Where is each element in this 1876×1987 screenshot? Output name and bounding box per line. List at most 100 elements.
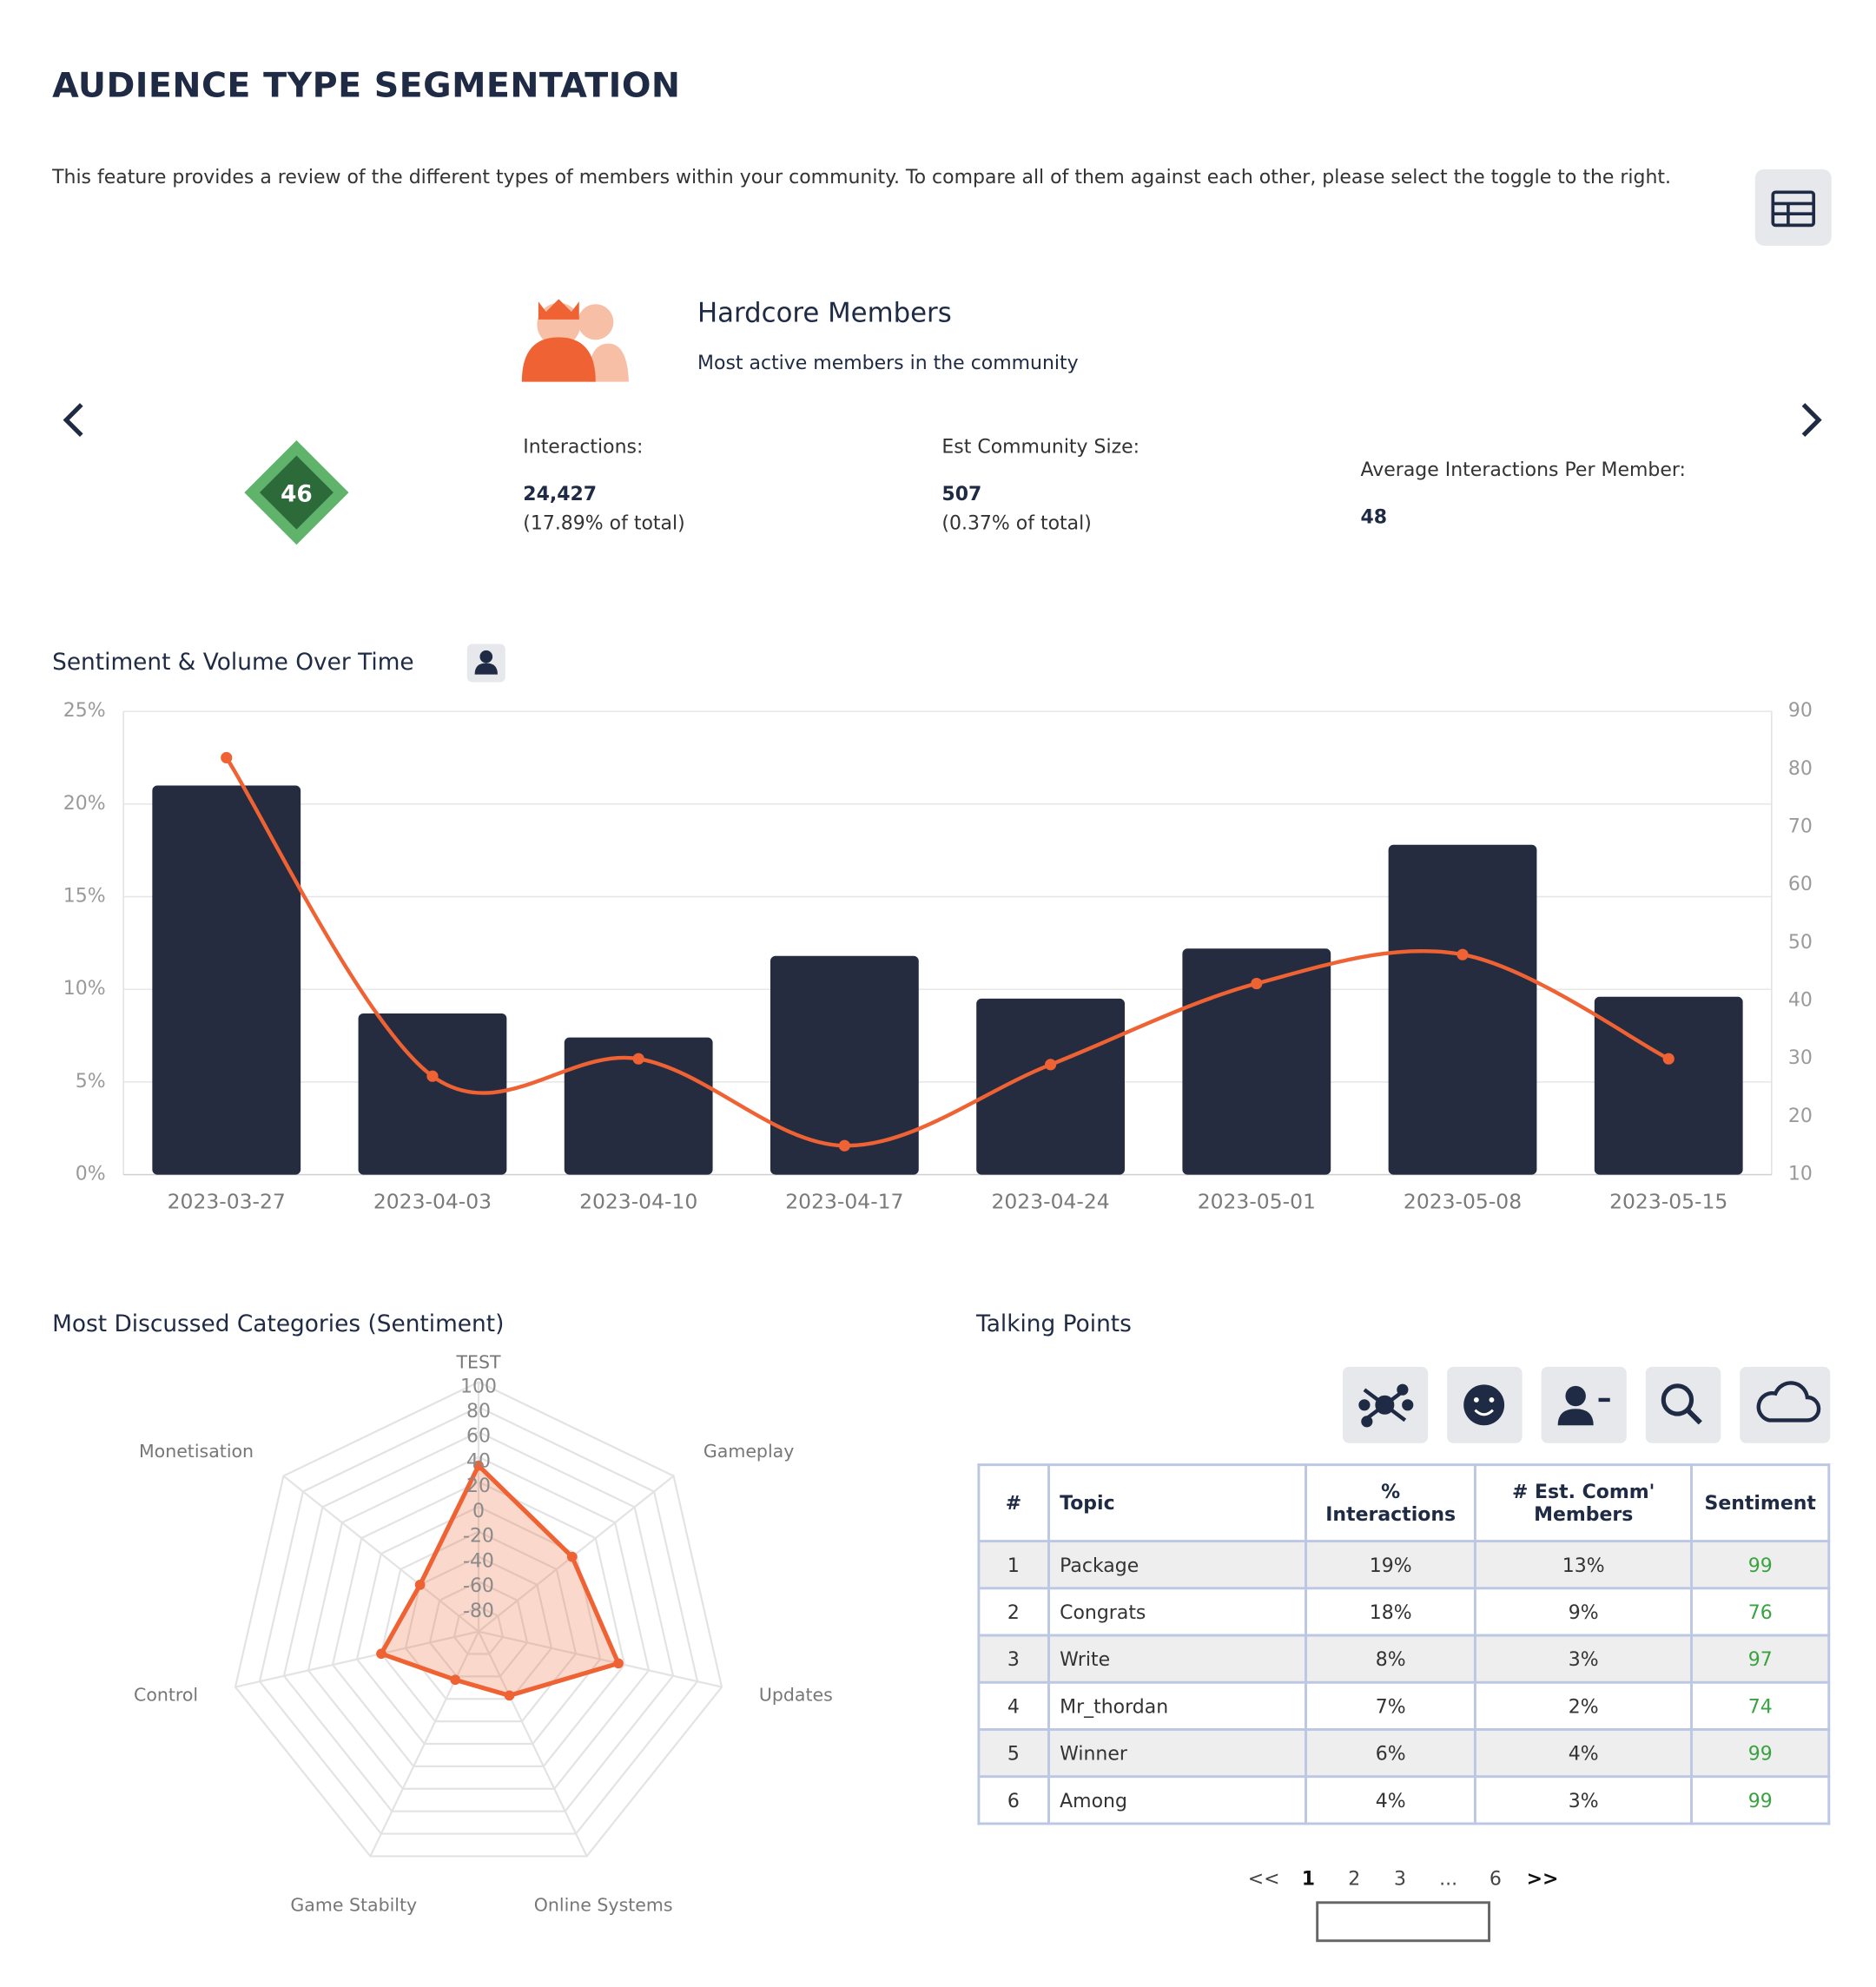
spoke bbox=[234, 1630, 479, 1688]
r-tick-label: -20 bbox=[463, 1526, 494, 1548]
table-row: 4 Mr_thordan 7% 2% 74 bbox=[977, 1680, 1831, 1731]
next-arrow[interactable] bbox=[1801, 403, 1822, 437]
sentiment-cell: 97 bbox=[1690, 1634, 1831, 1684]
column-header: Sentiment bbox=[1690, 1463, 1831, 1543]
table-toggle[interactable] bbox=[1754, 168, 1832, 246]
score-diamond-inner bbox=[259, 455, 334, 530]
cell: 4% bbox=[1305, 1775, 1477, 1825]
line-point bbox=[838, 1139, 850, 1152]
line-point bbox=[1457, 948, 1469, 960]
y2-tick-label: 30 bbox=[1788, 1047, 1813, 1069]
line-point bbox=[1662, 1053, 1675, 1065]
sentiment-cell: 74 bbox=[1690, 1680, 1831, 1731]
x-tick-label: 2023-04-03 bbox=[373, 1189, 492, 1213]
axis-label: Control bbox=[134, 1684, 198, 1705]
bar bbox=[1182, 948, 1331, 1175]
table-row: 1 Package 19% 13% 99 bbox=[977, 1540, 1831, 1590]
page-link[interactable]: 6 bbox=[1489, 1866, 1502, 1891]
y-tick-label: 5% bbox=[76, 1071, 106, 1093]
table-header: # Topic% Interactions # Est. Comm' Members… bbox=[977, 1463, 1831, 1543]
x-tick-label: 2023-05-15 bbox=[1609, 1189, 1727, 1213]
member-button[interactable] bbox=[1541, 1366, 1627, 1443]
grid-ring bbox=[452, 1605, 505, 1655]
line-point bbox=[632, 1053, 644, 1065]
stat-value: 24,427 bbox=[523, 482, 598, 505]
r-tick-label: -40 bbox=[463, 1550, 494, 1572]
table-icon bbox=[1771, 190, 1816, 228]
cell: 18% bbox=[1305, 1587, 1477, 1637]
x-tick-label: 2023-03-27 bbox=[168, 1189, 286, 1213]
y2-tick-label: 20 bbox=[1788, 1106, 1813, 1127]
page-link[interactable]: ... bbox=[1439, 1866, 1458, 1891]
bar bbox=[1594, 996, 1743, 1175]
stat-label: Average Interactions Per Member: bbox=[1360, 458, 1686, 481]
cell: 3 bbox=[977, 1634, 1050, 1684]
cell: 13% bbox=[1474, 1540, 1694, 1590]
sentiment-cell: 99 bbox=[1690, 1728, 1831, 1779]
person-icon bbox=[474, 650, 498, 675]
cell: 4 bbox=[977, 1680, 1050, 1731]
x-tick-label: 2023-04-10 bbox=[579, 1189, 697, 1213]
table-title: Talking Points bbox=[975, 1310, 1132, 1338]
radar-point bbox=[450, 1674, 461, 1686]
sentiment-cell: 76 bbox=[1690, 1587, 1831, 1637]
grid-ring bbox=[234, 1381, 723, 1858]
sentiment-cell: 99 bbox=[1690, 1540, 1831, 1590]
grid-ring bbox=[428, 1580, 529, 1678]
cloud-button[interactable] bbox=[1740, 1366, 1831, 1443]
spoke bbox=[282, 1475, 479, 1633]
cell: Among bbox=[1047, 1775, 1307, 1825]
page-title: AUDIENCE TYPE SEGMENTATION bbox=[52, 66, 681, 106]
search-button[interactable] bbox=[1645, 1366, 1721, 1443]
cell: 9% bbox=[1474, 1587, 1694, 1637]
stat-value: 507 bbox=[941, 482, 982, 505]
x-tick-label: 2023-05-01 bbox=[1198, 1189, 1316, 1213]
column-header: % Interactions bbox=[1305, 1463, 1477, 1543]
y2-tick-label: 50 bbox=[1788, 932, 1813, 954]
radar-point bbox=[473, 1460, 484, 1471]
cell: 4% bbox=[1474, 1728, 1694, 1779]
chart-title: Sentiment & Volume Over Time bbox=[52, 649, 414, 677]
axis-label: Online Systems bbox=[534, 1895, 673, 1916]
spoke bbox=[369, 1631, 479, 1857]
radar-point bbox=[376, 1648, 386, 1660]
sentiment-cell: 99 bbox=[1690, 1775, 1831, 1825]
cell: Mr_thordan bbox=[1047, 1680, 1307, 1731]
axis-label: Updates bbox=[759, 1684, 833, 1705]
page-link[interactable]: 1 bbox=[1301, 1866, 1316, 1891]
spoke bbox=[478, 1630, 723, 1688]
r-tick-label: -80 bbox=[463, 1601, 494, 1622]
page-link[interactable]: << bbox=[1247, 1866, 1280, 1891]
axis-label: Gameplay bbox=[704, 1441, 794, 1462]
grid-ring bbox=[380, 1530, 578, 1723]
page-link[interactable]: 3 bbox=[1393, 1866, 1406, 1891]
table-row: 5 Winner 6% 4% 99 bbox=[977, 1728, 1831, 1779]
bar bbox=[152, 785, 301, 1175]
page-input[interactable] bbox=[1316, 1901, 1490, 1943]
line-point bbox=[426, 1070, 439, 1082]
bar bbox=[358, 1013, 507, 1175]
radar-point bbox=[566, 1551, 578, 1562]
r-tick-label: 80 bbox=[466, 1401, 491, 1423]
page-link[interactable]: 2 bbox=[1348, 1866, 1361, 1891]
stat-share: (17.89% of total) bbox=[523, 512, 685, 535]
cell: 7% bbox=[1305, 1680, 1477, 1731]
x-tick-label: 2023-04-24 bbox=[991, 1189, 1109, 1213]
cell: 1 bbox=[977, 1540, 1050, 1590]
stat-label: Interactions: bbox=[523, 435, 644, 459]
cell: 2 bbox=[977, 1587, 1050, 1637]
page-link[interactable]: >> bbox=[1526, 1866, 1559, 1891]
x-tick-label: 2023-04-17 bbox=[785, 1189, 903, 1213]
prev-arrow[interactable] bbox=[63, 403, 83, 437]
table-row: 2 Congrats 18% 9% 76 bbox=[977, 1587, 1831, 1637]
score: 46 bbox=[281, 482, 313, 508]
cell: 19% bbox=[1305, 1540, 1477, 1590]
line-point bbox=[1045, 1059, 1057, 1071]
line-point bbox=[1251, 977, 1263, 990]
line-point bbox=[221, 751, 233, 764]
y2-tick-label: 10 bbox=[1788, 1164, 1813, 1185]
table-row: 3 Write 8% 3% 97 bbox=[977, 1634, 1831, 1684]
cell: 2% bbox=[1474, 1680, 1694, 1731]
y2-tick-label: 60 bbox=[1788, 874, 1813, 895]
r-tick-label: 100 bbox=[460, 1376, 497, 1397]
